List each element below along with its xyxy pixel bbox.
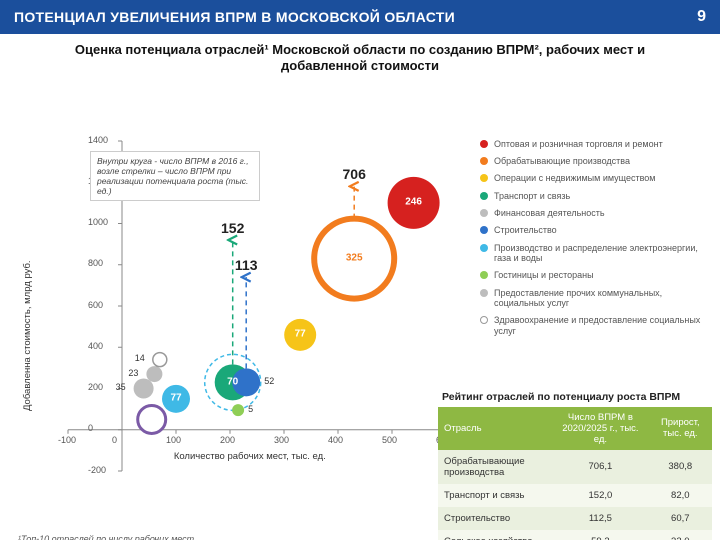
bubble-realestate — [284, 318, 316, 350]
main-content: -1000100200300400500600-2000200400600800… — [0, 79, 720, 540]
arrow-label: 706 — [343, 166, 366, 182]
ranking-table-wrap: Рейтинг отраслей по потенциалу роста ВПР… — [438, 391, 712, 540]
chart-annotation: Внутри круга - число ВПРМ в 2016 г.,возл… — [90, 151, 260, 202]
x-tick: -100 — [58, 435, 76, 445]
y-axis-label: Добавленна стоимость, млрд руб. — [22, 261, 33, 412]
arrow-label: 152 — [221, 220, 244, 236]
legend-label: Предоставление прочих коммунальных, соци… — [494, 288, 710, 309]
bubble-chart: -1000100200300400500600-2000200400600800… — [10, 141, 470, 521]
table-cell: 60,7 — [649, 507, 712, 530]
table-cell: 32,0 — [649, 530, 712, 540]
bubble-hotels — [232, 404, 244, 416]
legend-item: Финансовая деятельность — [480, 208, 710, 218]
table-title: Рейтинг отраслей по потенциалу роста ВПР… — [438, 391, 712, 403]
legend-dot — [480, 174, 488, 182]
table-cell: Сельское хозяйство — [438, 530, 552, 540]
legend-dot — [480, 316, 488, 324]
x-tick: 100 — [166, 435, 181, 445]
legend-item: Оптовая и розничная торговля и ремонт — [480, 139, 710, 149]
table-row: Строительство112,560,7 — [438, 507, 712, 530]
legend-label: Здравоохранение и предоставление социаль… — [494, 315, 710, 336]
legend-label: Строительство — [494, 225, 557, 235]
table-row: Сельское хозяйство59,332,0 — [438, 530, 712, 540]
x-tick: 500 — [382, 435, 397, 445]
legend-label: Производство и распределение электроэнер… — [494, 243, 710, 264]
legend-item: Здравоохранение и предоставление социаль… — [480, 315, 710, 336]
bubble-health — [153, 352, 167, 366]
legend-label: Операции с недвижимым имуществом — [494, 173, 655, 183]
legend-item: Обрабатывающие производства — [480, 156, 710, 166]
x-tick: 300 — [274, 435, 289, 445]
slide-subtitle: Оценка потенциала отраслей¹ Московской о… — [0, 34, 720, 79]
legend-item: Операции с недвижимым имуществом — [480, 173, 710, 183]
footnote-1: ¹Топ-10 отраслей по числу рабочих мест — [18, 533, 194, 540]
table-cell: 112,5 — [552, 507, 648, 530]
legend-label: Финансовая деятельность — [494, 208, 605, 218]
bubble-retail — [388, 176, 440, 228]
legend-item: Предоставление прочих коммунальных, соци… — [480, 288, 710, 309]
bubble-energy — [162, 384, 190, 412]
legend-dot — [480, 226, 488, 234]
bubble-label: 52 — [264, 376, 274, 386]
table-cell: Строительство — [438, 507, 552, 530]
table-cell: Обрабатывающие производства — [438, 450, 552, 484]
chart-legend: Оптовая и розничная торговля и ремонт Обр… — [480, 139, 710, 343]
legend-label: Транспорт и связь — [494, 191, 570, 201]
x-axis-label: Количество рабочих мест, тыс. ед. — [174, 451, 326, 462]
table-header-cell: Прирост, тыс. ед. — [649, 407, 712, 450]
footnotes: ¹Топ-10 отраслей по числу рабочих мест ²… — [18, 533, 194, 540]
ranking-table: ОтрасльЧисло ВПРМ в 2020/2025 г., тыс. е… — [438, 407, 712, 540]
legend-dot — [480, 289, 488, 297]
slide-header: ПОТЕНЦИАЛ УВЕЛИЧЕНИЯ ВПРМ В МОСКОВСКОЙ О… — [0, 0, 720, 34]
legend-dot — [480, 209, 488, 217]
arrow-label: 113 — [235, 257, 258, 273]
table-row: Транспорт и связь152,082,0 — [438, 484, 712, 507]
legend-dot — [480, 244, 488, 252]
bubble-label: 5 — [248, 404, 253, 414]
table-cell: 82,0 — [649, 484, 712, 507]
bubble-label: 23 — [128, 368, 138, 378]
slide-title: ПОТЕНЦИАЛ УВЕЛИЧЕНИЯ ВПРМ В МОСКОВСКОЙ О… — [14, 9, 455, 25]
table-cell: 706,1 — [552, 450, 648, 484]
bubble-finance — [134, 378, 154, 398]
table-cell: 59,3 — [552, 530, 648, 540]
page-number: 9 — [697, 8, 706, 26]
table-cell: Транспорт и связь — [438, 484, 552, 507]
x-tick: 0 — [112, 435, 117, 445]
table-header-cell: Число ВПРМ в 2020/2025 г., тыс. ед. — [552, 407, 648, 450]
bubble-cluster-small — [138, 405, 166, 433]
legend-label: Гостиницы и рестораны — [494, 270, 594, 280]
legend-dot — [480, 271, 488, 279]
bubble-manufacturing — [314, 218, 394, 298]
legend-dot — [480, 140, 488, 148]
legend-label: Обрабатывающие производства — [494, 156, 630, 166]
legend-item: Производство и распределение электроэнер… — [480, 243, 710, 264]
legend-item: Строительство — [480, 225, 710, 235]
bubble-communal — [146, 366, 162, 382]
legend-item: Транспорт и связь — [480, 191, 710, 201]
table-cell: 152,0 — [552, 484, 648, 507]
legend-label: Оптовая и розничная торговля и ремонт — [494, 139, 663, 149]
bubble-construction — [232, 368, 260, 396]
legend-dot — [480, 157, 488, 165]
table-cell: 380,8 — [649, 450, 712, 484]
legend-dot — [480, 192, 488, 200]
bubble-label: 14 — [135, 353, 145, 363]
table-header-cell: Отрасль — [438, 407, 552, 450]
table-row: Обрабатывающие производства706,1380,8 — [438, 450, 712, 484]
bubble-label: 35 — [116, 382, 126, 392]
x-tick: 400 — [328, 435, 343, 445]
x-tick: 200 — [220, 435, 235, 445]
legend-item: Гостиницы и рестораны — [480, 270, 710, 280]
